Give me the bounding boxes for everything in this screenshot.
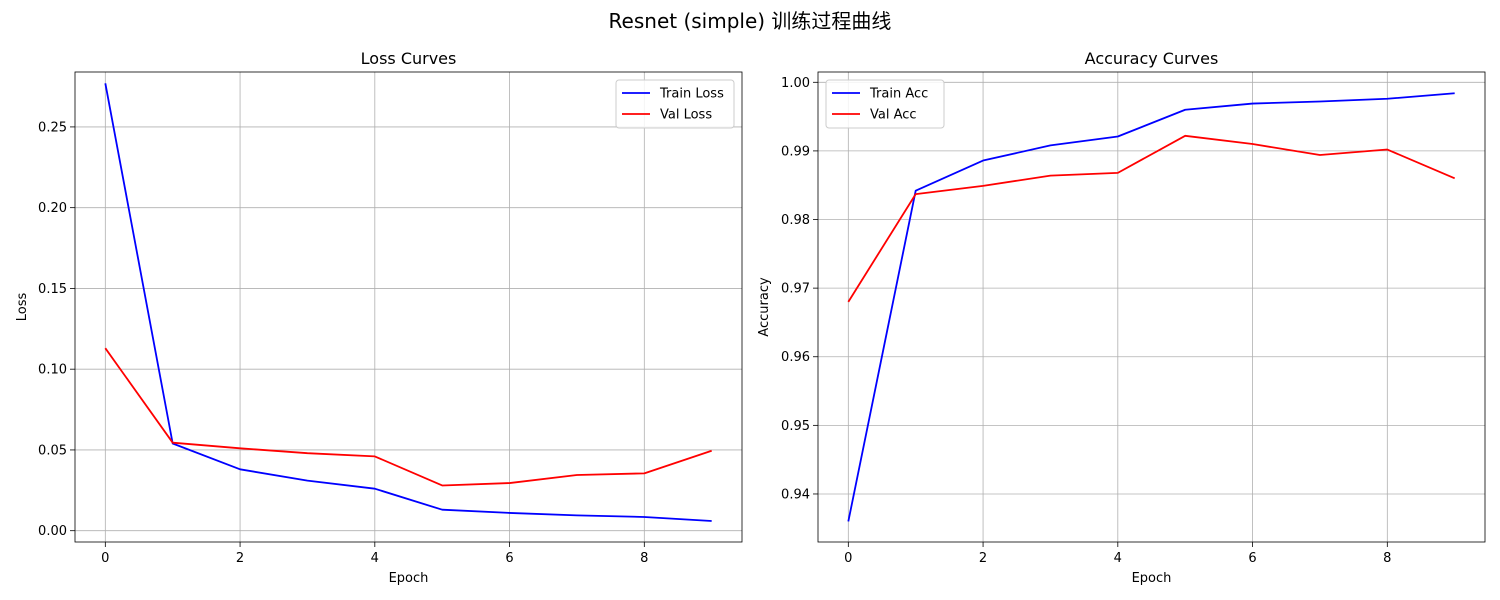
y-axis-label: Loss bbox=[15, 293, 30, 322]
legend: Train Loss Val Loss bbox=[615, 79, 735, 129]
y-tick-label: 0.98 bbox=[781, 213, 810, 228]
axes-frame bbox=[817, 71, 1486, 543]
legend-box bbox=[825, 79, 945, 129]
y-tick-label: 0.95 bbox=[781, 419, 810, 434]
legend: Train Acc Val Acc bbox=[825, 79, 945, 129]
axes-title: Accuracy Curves bbox=[1085, 49, 1219, 68]
x-axis-label: Epoch bbox=[1132, 571, 1172, 586]
legend-label: Val Loss bbox=[660, 108, 712, 123]
y-tick-label: 0.20 bbox=[38, 201, 67, 216]
legend-label: Train Loss bbox=[659, 87, 724, 102]
y-tick-label: 0.10 bbox=[38, 363, 67, 378]
x-tick-label: 8 bbox=[640, 551, 648, 566]
x-tick-label: 6 bbox=[505, 551, 513, 566]
series-line-val-loss bbox=[104, 347, 712, 487]
axes-title: Loss Curves bbox=[361, 49, 457, 68]
x-tick-label: 8 bbox=[1383, 551, 1391, 566]
x-tick-label: 4 bbox=[1114, 551, 1122, 566]
y-tick-label: 1.00 bbox=[781, 76, 810, 91]
legend-label: Train Acc bbox=[869, 87, 928, 102]
series-line-train-loss bbox=[104, 83, 712, 522]
x-tick-label: 0 bbox=[101, 551, 109, 566]
y-tick-label: 0.25 bbox=[38, 120, 67, 135]
x-tick-label: 2 bbox=[979, 551, 987, 566]
y-tick-label: 0.94 bbox=[781, 487, 810, 502]
axes-frame bbox=[74, 71, 743, 543]
figure-title: Resnet (simple) 训练过程曲线 bbox=[609, 9, 892, 33]
x-tick-label: 0 bbox=[844, 551, 852, 566]
y-tick-label: 0.15 bbox=[38, 282, 67, 297]
legend-box bbox=[615, 79, 735, 129]
y-axis-label: Accuracy bbox=[757, 277, 772, 337]
series-line-val-acc bbox=[847, 134, 1456, 303]
series-line-train-acc bbox=[847, 92, 1455, 522]
x-tick-label: 4 bbox=[371, 551, 379, 566]
chart-panel: 0 2 4 6 8 0.00 0.05 0.10 0.15 0.20 0.25 Loss Curves… bbox=[15, 49, 743, 586]
x-tick-label: 6 bbox=[1248, 551, 1256, 566]
y-tick-label: 0.05 bbox=[38, 443, 67, 458]
y-tick-label: 0.99 bbox=[781, 144, 810, 159]
y-tick-label: 0.00 bbox=[38, 524, 67, 539]
chart-panel: 0 2 4 6 8 0.94 0.95 0.96 0.97 0.98 0.99 1.00 Accurac… bbox=[757, 49, 1486, 586]
legend-label: Val Acc bbox=[870, 108, 917, 123]
y-tick-label: 0.96 bbox=[781, 350, 810, 365]
x-tick-label: 2 bbox=[236, 551, 244, 566]
x-axis-label: Epoch bbox=[389, 571, 429, 586]
y-tick-label: 0.97 bbox=[781, 282, 810, 297]
